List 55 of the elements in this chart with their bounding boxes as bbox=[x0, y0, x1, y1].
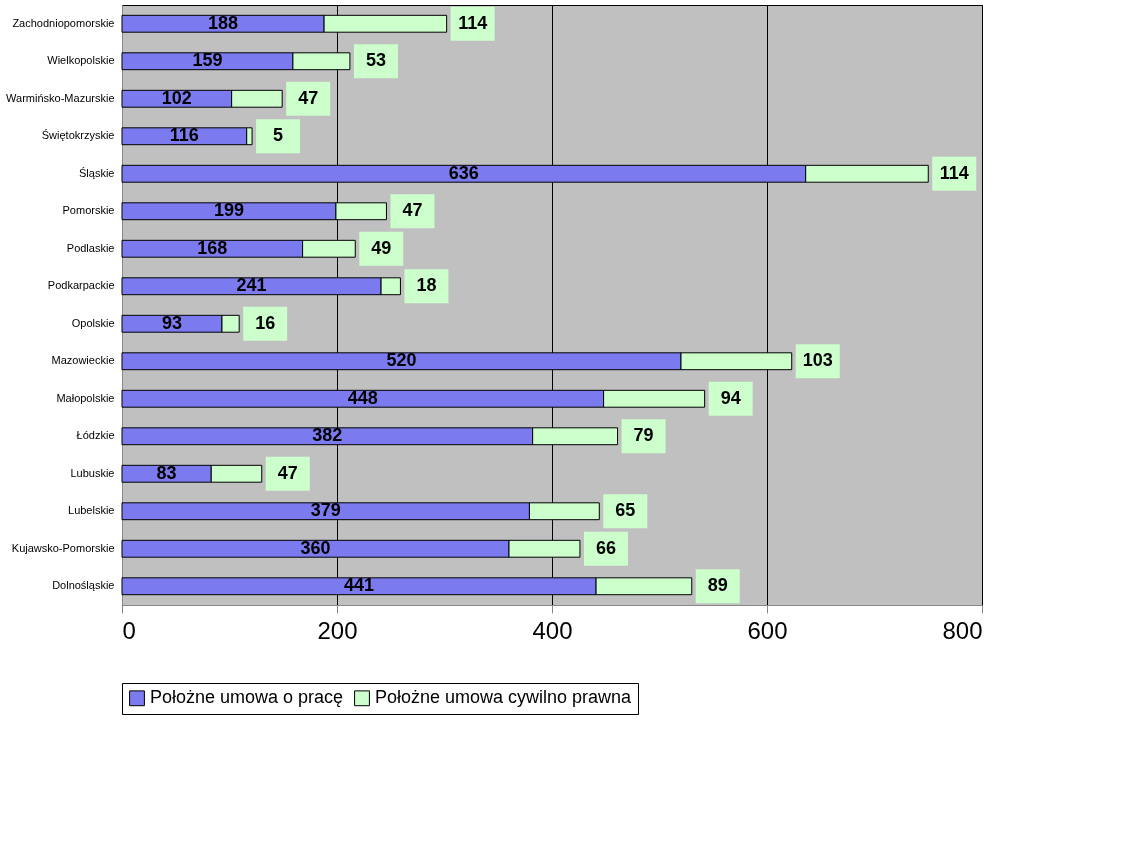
data-label: 159 bbox=[192, 50, 223, 71]
x-tick-label: 800 bbox=[942, 616, 983, 644]
y-tick-label: Opolskie bbox=[71, 316, 115, 329]
data-label: 241 bbox=[236, 275, 267, 296]
y-tick-label: Dolnośląskie bbox=[52, 579, 115, 592]
data-label: 53 bbox=[365, 50, 386, 71]
data-label: 114 bbox=[939, 162, 969, 183]
y-tick-label: Podlaskie bbox=[66, 241, 115, 254]
data-label: 168 bbox=[197, 237, 228, 258]
data-label: 102 bbox=[161, 87, 192, 108]
data-label: 65 bbox=[615, 500, 636, 521]
y-tick-label: Warmińsko-Mazurskie bbox=[6, 91, 115, 104]
data-label: 636 bbox=[448, 162, 479, 183]
data-label: 360 bbox=[300, 537, 331, 558]
data-label: 93 bbox=[161, 312, 182, 333]
data-label: 49 bbox=[371, 237, 392, 258]
data-label: 441 bbox=[344, 575, 375, 596]
legend-label: Położne umowa o pracę bbox=[150, 687, 344, 708]
data-label: 188 bbox=[208, 12, 239, 33]
data-label: 79 bbox=[633, 425, 654, 446]
data-label: 47 bbox=[277, 462, 298, 483]
y-tick-label: Lubelskie bbox=[68, 504, 115, 517]
y-tick-label: Świętokrzyskie bbox=[41, 129, 115, 142]
y-tick-label: Zachodniopomorskie bbox=[12, 16, 115, 29]
data-label: 520 bbox=[386, 350, 417, 371]
data-label: 382 bbox=[312, 425, 343, 446]
x-tick-label: 600 bbox=[747, 616, 788, 644]
data-label: 47 bbox=[402, 200, 423, 221]
y-tick-label: Małopolskie bbox=[56, 391, 115, 404]
data-label: 5 bbox=[273, 125, 284, 146]
data-label: 18 bbox=[416, 275, 437, 296]
y-tick-label: Mazowieckie bbox=[51, 354, 115, 367]
y-tick-label: Kujawsko-Pomorskie bbox=[11, 541, 115, 554]
data-label: 66 bbox=[595, 537, 616, 558]
legend-label: Położne umowa cywilno prawna bbox=[375, 687, 633, 708]
data-label: 47 bbox=[298, 87, 319, 108]
y-tick-label: Podkarpackie bbox=[47, 279, 115, 292]
data-label: 116 bbox=[169, 125, 199, 146]
y-tick-label: Wielkopolskie bbox=[47, 54, 115, 67]
data-label: 94 bbox=[720, 387, 741, 408]
data-label: 379 bbox=[310, 500, 341, 521]
y-tick-label: Pomorskie bbox=[62, 204, 115, 217]
x-tick-label: 200 bbox=[317, 616, 358, 644]
y-tick-label: Śląskie bbox=[79, 166, 115, 179]
data-label: 114 bbox=[458, 12, 488, 33]
y-tick-label: Lubuskie bbox=[70, 466, 115, 479]
data-label: 16 bbox=[255, 312, 276, 333]
data-label: 199 bbox=[213, 200, 244, 221]
y-tick-label: Łódzkie bbox=[76, 429, 115, 442]
x-tick-label: 400 bbox=[532, 616, 573, 644]
data-label: 83 bbox=[156, 462, 177, 483]
data-label: 448 bbox=[347, 387, 378, 408]
data-label: 89 bbox=[707, 575, 728, 596]
data-label: 103 bbox=[802, 350, 833, 371]
x-tick-label: 0 bbox=[122, 616, 136, 644]
